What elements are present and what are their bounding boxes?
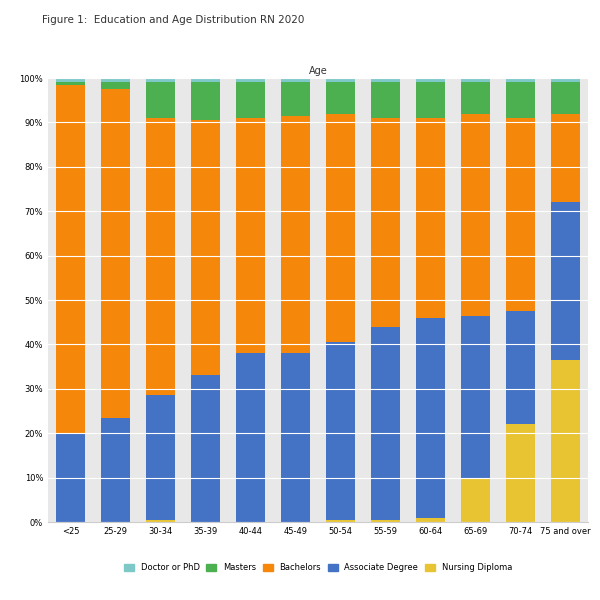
Bar bbox=[506, 311, 535, 424]
Bar bbox=[461, 82, 490, 113]
Bar bbox=[236, 82, 265, 118]
Bar bbox=[101, 89, 130, 418]
Bar bbox=[236, 353, 265, 522]
Bar bbox=[461, 78, 490, 82]
Bar bbox=[146, 82, 175, 118]
Bar bbox=[461, 478, 490, 522]
X-axis label: Age: Age bbox=[308, 66, 328, 76]
Bar bbox=[371, 520, 400, 522]
Bar bbox=[326, 113, 355, 342]
Bar bbox=[146, 78, 175, 82]
Bar bbox=[551, 78, 580, 82]
Bar bbox=[56, 433, 85, 522]
Bar bbox=[551, 202, 580, 360]
Bar bbox=[326, 520, 355, 522]
Bar bbox=[236, 118, 265, 353]
Bar bbox=[56, 85, 85, 433]
Bar bbox=[101, 82, 130, 89]
Bar bbox=[191, 376, 220, 522]
Bar bbox=[146, 520, 175, 522]
Bar bbox=[191, 82, 220, 120]
Bar bbox=[281, 82, 310, 116]
Bar bbox=[416, 518, 445, 522]
Bar bbox=[326, 342, 355, 520]
Text: Figure 1:  Education and Age Distribution RN 2020: Figure 1: Education and Age Distribution… bbox=[42, 15, 304, 25]
Bar bbox=[506, 82, 535, 118]
Bar bbox=[371, 326, 400, 520]
Bar bbox=[101, 418, 130, 522]
Bar bbox=[281, 78, 310, 82]
Bar bbox=[281, 116, 310, 353]
Bar bbox=[326, 82, 355, 113]
Bar bbox=[146, 395, 175, 520]
Bar bbox=[551, 82, 580, 113]
Bar bbox=[461, 113, 490, 316]
Bar bbox=[551, 360, 580, 522]
Bar bbox=[326, 78, 355, 82]
Bar bbox=[551, 113, 580, 202]
Bar bbox=[146, 118, 175, 395]
Bar bbox=[416, 82, 445, 118]
Bar bbox=[506, 424, 535, 522]
Bar bbox=[56, 78, 85, 82]
Bar bbox=[506, 118, 535, 311]
Bar bbox=[371, 78, 400, 82]
Bar bbox=[416, 118, 445, 318]
Bar bbox=[416, 318, 445, 518]
Bar bbox=[281, 353, 310, 522]
Bar bbox=[371, 82, 400, 118]
Legend: Doctor or PhD, Masters, Bachelors, Associate Degree, Nursing Diploma: Doctor or PhD, Masters, Bachelors, Assoc… bbox=[121, 560, 515, 575]
Bar bbox=[236, 78, 265, 82]
Bar bbox=[506, 78, 535, 82]
Bar bbox=[461, 316, 490, 478]
Bar bbox=[416, 78, 445, 82]
Bar bbox=[191, 78, 220, 82]
Bar bbox=[56, 82, 85, 85]
Bar bbox=[371, 118, 400, 326]
Bar bbox=[101, 78, 130, 82]
Bar bbox=[191, 120, 220, 376]
